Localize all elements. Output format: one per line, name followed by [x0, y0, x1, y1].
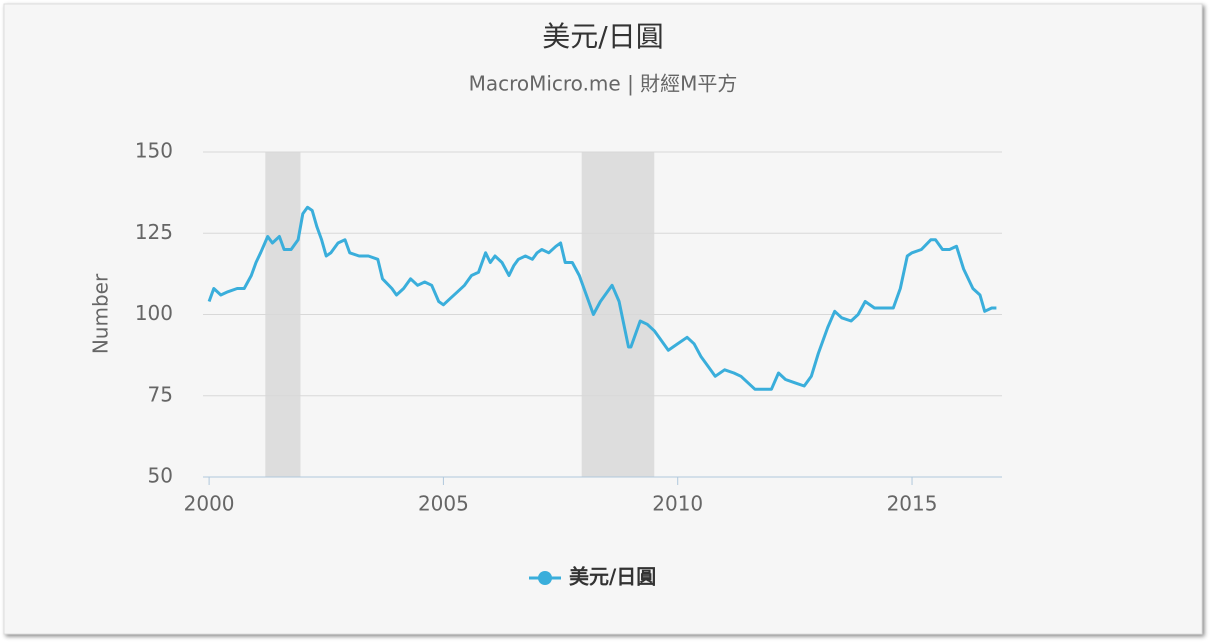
chart-title: 美元/日圓 [542, 20, 663, 53]
x-tick-label: 2010 [652, 492, 703, 516]
y-axis-title: Number [89, 273, 113, 354]
y-tick-label: 150 [135, 139, 173, 163]
legend-marker [538, 571, 552, 585]
y-tick-label: 125 [135, 220, 173, 244]
y-tick-label: 75 [148, 382, 173, 406]
chart-subtitle: MacroMicro.me | 財經M平方 [469, 72, 738, 96]
y-tick-label: 50 [148, 464, 173, 488]
x-tick-label: 2000 [184, 492, 235, 516]
x-tick-label: 2015 [887, 492, 938, 516]
y-tick-label: 100 [135, 301, 173, 325]
x-tick-label: 2005 [418, 492, 469, 516]
data-line [207, 205, 997, 391]
legend-label: 美元/日圓 [569, 565, 656, 589]
